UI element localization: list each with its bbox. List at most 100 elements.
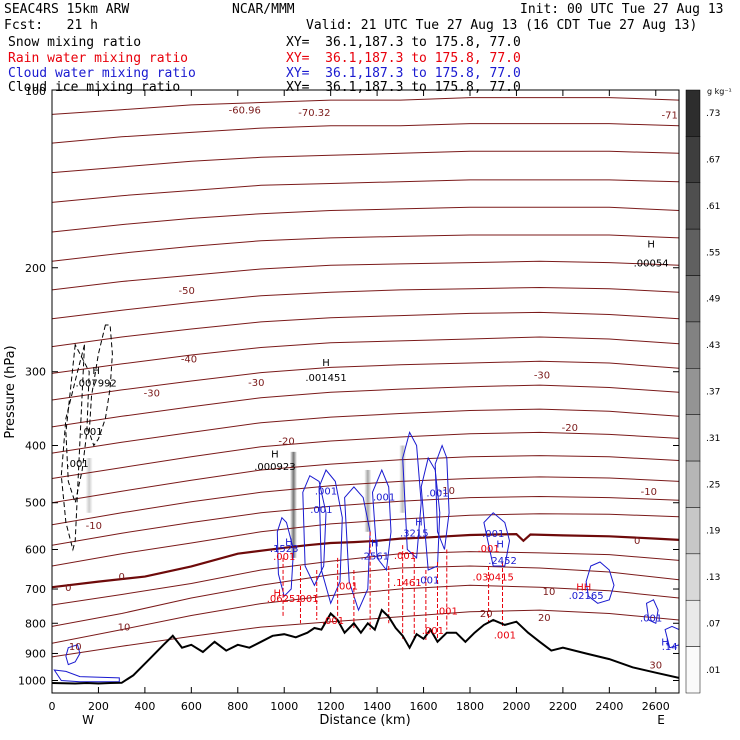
x-tick-label: 600 bbox=[181, 700, 202, 713]
y-tick-label: 1000 bbox=[18, 674, 46, 687]
x-tick-label: 800 bbox=[227, 700, 248, 713]
hydrometeor-label: .001 bbox=[273, 552, 295, 563]
cloud-water-contour bbox=[302, 474, 327, 587]
cloud-water-contour bbox=[402, 431, 422, 559]
hydrometeor-label: .2561 bbox=[360, 551, 389, 562]
isotherm-line bbox=[52, 286, 679, 320]
valid-time: Valid: 21 UTC Tue 27 Aug 13 (16 CDT Tue … bbox=[306, 18, 698, 33]
isotherm-line bbox=[52, 609, 679, 658]
colorbar-swatch bbox=[685, 368, 701, 415]
model-title: SEAC4RS 15km ARW bbox=[4, 2, 130, 17]
x-tick-label: 2400 bbox=[595, 700, 623, 713]
isotherm-label: 10 bbox=[543, 587, 556, 598]
hydrometeor-label: .06251 bbox=[267, 594, 302, 605]
isotherm-label: 10 bbox=[69, 642, 82, 653]
x-tick-label: 1200 bbox=[317, 700, 345, 713]
isotherm-line bbox=[52, 513, 679, 567]
hydrometeor-label: .001 bbox=[315, 487, 337, 498]
x-tick-label: 1600 bbox=[410, 700, 438, 713]
hydrometeor-label: .001 bbox=[426, 488, 448, 499]
hydrometeor-label: H bbox=[92, 366, 100, 377]
y-tick-label: 500 bbox=[25, 497, 46, 510]
colorbar-tick-label: .13 bbox=[706, 573, 720, 583]
field-rain-name: Rain water mixing ratio bbox=[8, 51, 189, 66]
isotherm-line bbox=[52, 179, 679, 203]
isotherm-line bbox=[52, 360, 679, 401]
isotherm-line bbox=[52, 455, 679, 504]
isotherm-line bbox=[52, 408, 679, 454]
isotherm-label: -30 bbox=[144, 388, 160, 399]
colorbar-swatch bbox=[685, 89, 701, 137]
isotherm-label: 10 bbox=[118, 622, 131, 633]
x-tick-label: 0 bbox=[49, 700, 56, 713]
isotherm-line bbox=[52, 206, 679, 233]
hydrometeor-label: H bbox=[371, 539, 379, 550]
isotherm-line bbox=[52, 384, 679, 428]
field-rain-xy: XY= 36.1,187.3 to 175.8, 77.0 bbox=[286, 51, 521, 66]
colorbar-swatch bbox=[685, 507, 701, 555]
x-tick-label: 2200 bbox=[549, 700, 577, 713]
isotherm-line bbox=[52, 311, 679, 348]
y-tick-label: 300 bbox=[25, 366, 46, 379]
field-cloudice-name: Cloud ice mixing ratio bbox=[8, 80, 181, 95]
isotherm-line bbox=[52, 234, 679, 262]
isotherm-line bbox=[52, 584, 679, 644]
colorbar-swatch bbox=[685, 275, 701, 323]
colorbar-tick-label: .49 bbox=[706, 295, 721, 305]
hydrometeor-label: .00054 bbox=[634, 259, 669, 270]
cloud-water-contour bbox=[65, 644, 81, 666]
hydrometeor-label: .001 bbox=[640, 613, 662, 624]
hydrometeor-label: .1523 bbox=[270, 544, 299, 555]
colorbar-tick-label: .67 bbox=[706, 156, 720, 166]
hydrometeor-label: .001 bbox=[436, 606, 458, 617]
hydrometeor-label: H bbox=[273, 589, 281, 600]
cloud-water-contour bbox=[420, 456, 441, 571]
y-tick-label: 800 bbox=[25, 617, 46, 630]
hydrometeor-label: H bbox=[271, 450, 279, 461]
x-tick-label: 2000 bbox=[502, 700, 530, 713]
hydrometeor-label: .2452 bbox=[488, 556, 517, 567]
snow-shading-column bbox=[85, 458, 93, 513]
colorbar-swatch bbox=[685, 646, 701, 694]
center-label: NCAR/MMM bbox=[232, 2, 295, 17]
hydrometeor-label: .001 bbox=[373, 493, 395, 504]
x-tick-label: 200 bbox=[88, 700, 109, 713]
hydrometeor-label: .001 bbox=[80, 427, 102, 438]
isotherm-label: 0 bbox=[634, 536, 640, 547]
hydrometeor-label: H bbox=[285, 538, 293, 549]
cloud-water-contour bbox=[371, 468, 392, 572]
isotherm-line bbox=[52, 123, 679, 144]
x-tick-label: 1000 bbox=[270, 700, 298, 713]
isotherm-label: -71 bbox=[662, 110, 678, 121]
hydrometeor-label: .000923 bbox=[254, 462, 295, 473]
hydrometeor-label: .001 bbox=[477, 544, 499, 555]
y-tick-label: 400 bbox=[25, 440, 46, 453]
colorbar-tick-label: .61 bbox=[706, 202, 720, 212]
x-tick-label: 400 bbox=[134, 700, 155, 713]
colorbar-swatch bbox=[685, 182, 701, 230]
hydrometeor-label: .001 bbox=[336, 581, 358, 592]
y-tick-label: 600 bbox=[25, 543, 46, 556]
forecast-hour: Fcst: 21 h bbox=[4, 18, 98, 33]
isotherm-label: -30 bbox=[248, 378, 264, 389]
isotherm-line bbox=[52, 97, 679, 115]
freezing-level-line bbox=[52, 532, 679, 589]
hydrometeor-label: H bbox=[647, 240, 655, 251]
hydrometeor-label: .3215 bbox=[400, 529, 429, 540]
y-axis-label: Pressure (hPa) bbox=[3, 345, 18, 438]
snow-shading-column bbox=[290, 451, 298, 558]
field-snow-name: Snow mixing ratio bbox=[8, 35, 142, 50]
x-tick-label: 2600 bbox=[642, 700, 670, 713]
isotherm-line bbox=[52, 150, 679, 174]
colorbar-tick-label: .31 bbox=[706, 434, 720, 444]
hydrometeor-label: .001 bbox=[310, 505, 332, 516]
init-time: Init: 00 UTC Tue 27 Aug 13 bbox=[520, 2, 724, 17]
hydrometeor-label: H bbox=[322, 358, 330, 369]
hydrometeor-label: .030415 bbox=[473, 572, 514, 583]
plot-frame bbox=[51, 89, 680, 694]
colorbar-swatch bbox=[685, 321, 701, 369]
isotherm-line bbox=[52, 495, 679, 546]
colorbar-tick-label: .55 bbox=[706, 248, 720, 258]
isotherm-line bbox=[52, 260, 679, 291]
colorbar-swatch bbox=[685, 460, 701, 508]
